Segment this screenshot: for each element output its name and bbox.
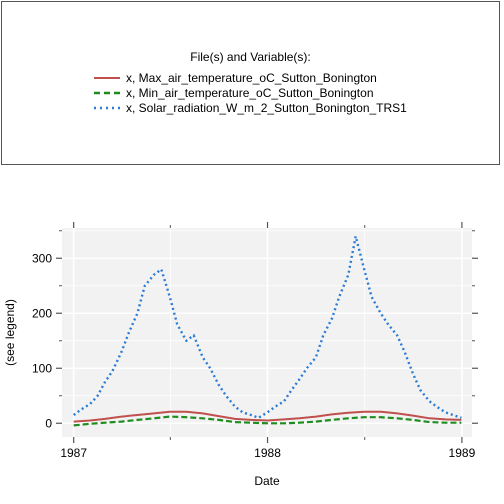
legend-entry-max-temp: x, Max_air_temperature_oC_Sutton_Boningt… — [92, 71, 377, 85]
x-axis-label: Date — [254, 474, 280, 488]
legend-label: x, Max_air_temperature_oC_Sutton_Boningt… — [126, 71, 377, 85]
x-tick-label: 1987 — [60, 446, 87, 460]
gridlines — [62, 228, 472, 437]
series-line-1 — [73, 415, 462, 427]
x-tick-label: 1988 — [254, 446, 281, 460]
axes: 0 100 200 300 1987 1988 1989 — [32, 222, 478, 460]
legend-entry-min-temp: x, Min_air_temperature_oC_Sutton_Boningt… — [92, 86, 374, 100]
legend-box: File(s) and Variable(s): x, Max_air_temp… — [1, 1, 500, 165]
x-tick-label: 1989 — [449, 446, 476, 460]
y-axis-label: (see legend) — [3, 299, 17, 366]
y-tick-label: 300 — [32, 251, 52, 265]
legend-swatch-dotted — [94, 106, 120, 110]
legend-swatch-solid — [94, 77, 120, 79]
series-layer — [72, 235, 462, 427]
series-line-0 — [73, 410, 462, 423]
y-tick-label: 0 — [45, 416, 52, 430]
legend-label: x, Solar_radiation_W_m_2_Sutton_Boningto… — [126, 101, 407, 115]
y-tick-label: 200 — [32, 306, 52, 320]
legend-label: x, Min_air_temperature_oC_Sutton_Boningt… — [126, 86, 374, 100]
legend-swatch-dashed — [94, 91, 120, 95]
y-tick-label: 100 — [32, 361, 52, 375]
legend-entry-solar: x, Solar_radiation_W_m_2_Sutton_Boningto… — [92, 101, 407, 115]
legend-title: File(s) and Variable(s): — [190, 50, 311, 64]
series-line-2 — [72, 235, 462, 419]
